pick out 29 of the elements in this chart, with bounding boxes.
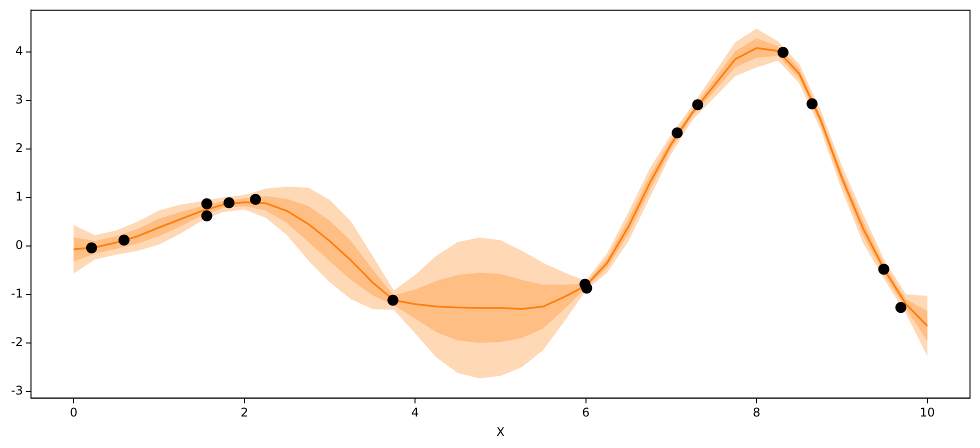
point (118, 234, 130, 246)
point (581, 282, 592, 294)
point (224, 197, 235, 208)
point (201, 210, 212, 222)
point (895, 302, 906, 314)
point (878, 264, 890, 275)
y-tick-label: 2 (15, 141, 23, 156)
point (806, 98, 818, 110)
x-tick-label: 8 (752, 406, 760, 420)
x-tick-label: 10 (920, 406, 935, 420)
y-tick-label: -2 (10, 335, 23, 350)
point (672, 127, 683, 138)
y-tick-label: 0 (15, 238, 23, 252)
point (778, 46, 789, 58)
point (387, 294, 398, 306)
y-tick-label: -1 (10, 286, 23, 301)
y-tick-label: 3 (15, 92, 23, 107)
y-tick-label: 1 (15, 190, 23, 204)
y-tick-label: 4 (15, 44, 23, 58)
point (201, 198, 212, 210)
x-tick-label: 4 (411, 406, 419, 420)
point (250, 194, 261, 205)
x-tick-label: 2 (240, 406, 248, 420)
y-tick-label: -3 (10, 384, 23, 398)
point (86, 242, 98, 254)
x-tick-label: 0 (70, 406, 78, 420)
x-axis-title: X (496, 424, 505, 439)
point (692, 99, 704, 110)
x-tick-label: 6 (582, 406, 590, 420)
